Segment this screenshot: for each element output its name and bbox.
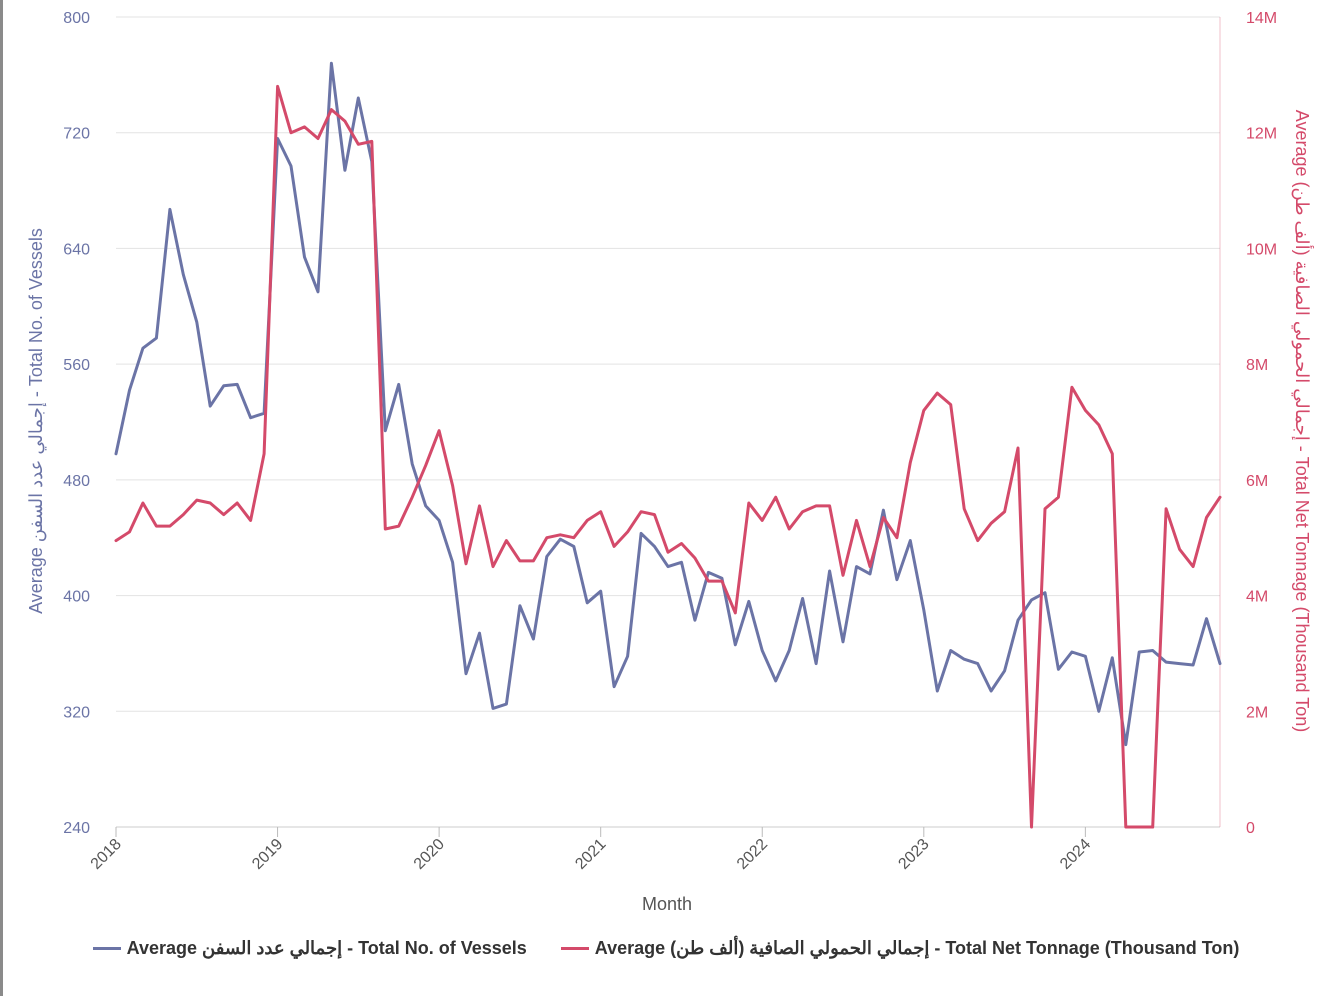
x-axis-title: Month [642, 894, 692, 914]
right-tick-label: 12M [1246, 126, 1277, 143]
right-axis-ticks: 0 2M 4M 6M 8M 10M 12M 14M [1246, 10, 1277, 837]
legend: Average إجمالي عدد السفن - Total No. of … [0, 938, 1332, 959]
left-tick-label: 320 [63, 704, 90, 721]
left-tick-label: 480 [63, 473, 90, 490]
series-line-tonnage[interactable] [114, 84, 1222, 829]
grid-lines [116, 16, 1220, 828]
left-tick-label: 720 [63, 126, 90, 143]
right-axis-title: Average إجمالي الحمولي الصافية (ألف طن) … [1291, 110, 1314, 732]
x-tick-label: 2024 [1057, 836, 1094, 873]
x-tick-label: 2020 [411, 836, 448, 873]
right-tick-label: 4M [1246, 589, 1268, 606]
x-tick-label: 2018 [88, 836, 125, 873]
x-axis: 2018 2019 2020 2021 2022 2023 2024 [88, 17, 1221, 873]
legend-swatch-vessels [92, 947, 121, 950]
series-layer [114, 61, 1222, 829]
right-tick-label: 2M [1246, 704, 1268, 721]
x-tick-label: 2021 [572, 836, 609, 873]
left-tick-label: 800 [63, 10, 90, 27]
right-tick-label: 0 [1246, 820, 1255, 837]
left-tick-label: 640 [63, 241, 90, 258]
left-axis-title: Average إجمالي عدد السفن - Total No. of … [26, 228, 47, 614]
right-tick-label: 14M [1246, 10, 1277, 27]
window-left-edge [0, 0, 3, 996]
right-tick-label: 6M [1246, 473, 1268, 490]
right-tick-label: 8M [1246, 357, 1268, 374]
legend-item-tonnage[interactable]: Average إجمالي الحمولي الصافية (ألف طن) … [560, 938, 1240, 959]
left-tick-label: 240 [63, 820, 90, 837]
legend-swatch-tonnage [560, 947, 589, 950]
left-axis-ticks: 240 320 400 480 560 640 720 800 [63, 10, 90, 837]
legend-label-tonnage: Average إجمالي الحمولي الصافية (ألف طن) … [594, 938, 1240, 958]
x-tick-label: 2022 [734, 836, 771, 873]
x-tick-label: 2023 [895, 836, 932, 873]
right-tick-label: 10M [1246, 241, 1277, 258]
series-line-vessels[interactable] [114, 61, 1222, 747]
legend-item-vessels[interactable]: Average إجمالي عدد السفن - Total No. of … [92, 938, 527, 959]
left-tick-label: 400 [63, 589, 90, 606]
left-tick-label: 560 [63, 357, 90, 374]
legend-label-vessels: Average إجمالي عدد السفن - Total No. of … [126, 938, 527, 958]
dual-axis-line-chart: 240 320 400 480 560 640 720 800 0 2M 4M 6M 8M 10M 12M… [26, 10, 1314, 914]
x-tick-label: 2019 [249, 836, 286, 873]
